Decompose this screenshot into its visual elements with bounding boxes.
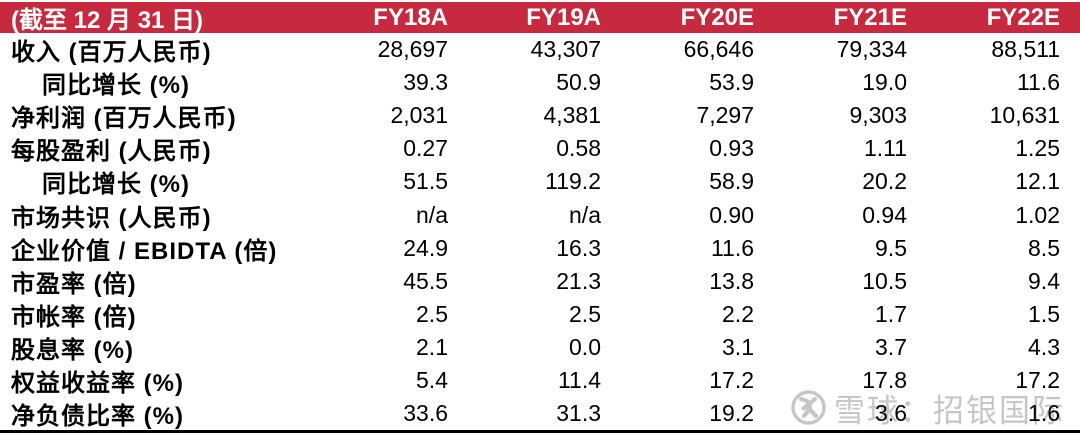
- cell-value: 1.25: [1015, 135, 1060, 162]
- cell-value: 9,303: [849, 102, 907, 129]
- cell-value: 9.4: [1028, 267, 1060, 294]
- cell-value: 1.5: [1028, 300, 1060, 327]
- table-row-roe: 权益收益率 (%) 5.4 11.4 17.2 17.8 17.2: [0, 364, 1080, 397]
- cell-value: 2.1: [416, 333, 448, 360]
- cell-value: 88,511: [991, 36, 1060, 63]
- table-row-pb: 市帐率 (倍) 2.5 2.5 2.2 1.7 1.5: [0, 298, 1080, 331]
- column-header-fy21e: FY21E: [833, 3, 907, 31]
- cell-value: 58.9: [709, 168, 754, 195]
- table-row-revenue-yoy: 同比增长 (%) 39.3 50.9 53.9 19.0 11.6: [0, 66, 1080, 99]
- cell-value: 21.3: [556, 267, 601, 294]
- row-label: 市场共识 (人民币): [11, 204, 212, 232]
- row-label: 市帐率 (倍): [11, 303, 137, 331]
- cell-value: 16.3: [556, 234, 601, 261]
- cell-value: 9.5: [875, 234, 907, 261]
- cell-value: 31.3: [556, 400, 601, 427]
- table-row-eps: 每股盈利 (人民币) 0.27 0.58 0.93 1.11 1.25: [0, 132, 1080, 165]
- cell-value: 1.11: [863, 135, 907, 162]
- row-label: 同比增长 (%): [42, 72, 190, 100]
- cell-value: 39.3: [403, 69, 448, 96]
- cell-value: 3.6: [875, 400, 907, 427]
- cell-value: 4.3: [1028, 333, 1060, 360]
- cell-value: 119.2: [545, 168, 601, 195]
- row-label: 净负债比率 (%): [11, 403, 184, 431]
- table-row-revenue: 收入 (百万人民币) 28,697 43,307 66,646 79,334 8…: [0, 33, 1080, 66]
- cell-value: 20.2: [862, 168, 907, 195]
- cell-value: 11.4: [557, 366, 601, 393]
- table-row-ev-ebitda: 企业价值 / EBIDTA (倍) 24.9 16.3 11.6 9.5 8.5: [0, 232, 1080, 265]
- column-header-fy18a: FY18A: [373, 3, 448, 31]
- cell-value: 24.9: [403, 234, 448, 261]
- cell-value: 13.8: [709, 267, 754, 294]
- table-bottom-border: [0, 430, 1080, 433]
- cell-value: 1.7: [875, 300, 907, 327]
- cell-value: 12.1: [1015, 168, 1060, 195]
- cell-value: 4,381: [543, 102, 601, 129]
- cell-value: 0.94: [862, 201, 907, 228]
- cell-value: 45.5: [403, 267, 448, 294]
- cell-value: 19.0: [862, 69, 907, 96]
- cell-value: 17.2: [1015, 366, 1060, 393]
- cell-value: 7,297: [696, 102, 754, 129]
- cell-value: 53.9: [709, 69, 754, 96]
- cell-value: 51.5: [403, 168, 448, 195]
- column-header-fy22e: FY22E: [986, 3, 1060, 31]
- cell-value: 0.93: [709, 135, 754, 162]
- table-row-net-gearing: 净负债比率 (%) 33.6 31.3 19.2 3.6 1.6: [0, 397, 1080, 430]
- cell-value: 1.02: [1015, 201, 1060, 228]
- cell-value: 10,631: [989, 102, 1060, 129]
- cell-value: n/a: [416, 201, 448, 228]
- cell-value: 0.90: [709, 201, 754, 228]
- cell-value: 19.2: [709, 400, 754, 427]
- row-label: 市盈率 (倍): [11, 270, 137, 298]
- cell-value: 3.1: [722, 333, 754, 360]
- cell-value: 11.6: [1016, 69, 1060, 96]
- cell-value: 79,334: [836, 36, 907, 63]
- row-label: 每股盈利 (人民币): [11, 138, 212, 166]
- column-header-fy19a: FY19A: [526, 3, 601, 31]
- table-header-label: (截至 12 月 31 日): [11, 7, 204, 34]
- table-row-eps-yoy: 同比增长 (%) 51.5 119.2 58.9 20.2 12.1: [0, 165, 1080, 198]
- row-label: 企业价值 / EBIDTA (倍): [11, 237, 278, 265]
- row-label: 股息率 (%): [11, 336, 134, 364]
- cell-value: 17.8: [862, 366, 907, 393]
- cell-value: 1.6: [1028, 400, 1060, 427]
- row-label: 收入 (百万人民币): [11, 39, 212, 67]
- cell-value: 0.58: [556, 135, 601, 162]
- cell-value: 17.2: [709, 366, 754, 393]
- cell-value: 0.0: [569, 333, 601, 360]
- cell-value: 2,031: [390, 102, 448, 129]
- cell-value: 8.5: [1028, 234, 1060, 261]
- cell-value: 33.6: [403, 400, 448, 427]
- column-header-fy20e: FY20E: [680, 3, 754, 31]
- row-label: 净利润 (百万人民币): [11, 105, 237, 133]
- row-label: 同比增长 (%): [42, 171, 190, 199]
- table-row-dividend-yield: 股息率 (%) 2.1 0.0 3.1 3.7 4.3: [0, 331, 1080, 364]
- cell-value: 43,307: [530, 36, 601, 63]
- cell-value: 2.5: [569, 300, 601, 327]
- table-row-net-profit: 净利润 (百万人民币) 2,031 4,381 7,297 9,303 10,6…: [0, 99, 1080, 132]
- cell-value: 11.6: [710, 234, 754, 261]
- cell-value: 28,697: [377, 36, 448, 63]
- cell-value: 2.5: [416, 300, 448, 327]
- cell-value: 50.9: [556, 69, 601, 96]
- cell-value: 10.5: [862, 267, 907, 294]
- table-row-pe: 市盈率 (倍) 45.5 21.3 13.8 10.5 9.4: [0, 265, 1080, 298]
- table-header-row: (截至 12 月 31 日) FY18A FY19A FY20E FY21E F…: [0, 2, 1080, 34]
- cell-value: 0.27: [403, 135, 448, 162]
- cell-value: 66,646: [683, 36, 754, 63]
- cell-value: 2.2: [722, 300, 754, 327]
- table-row-consensus: 市场共识 (人民币) n/a n/a 0.90 0.94 1.02: [0, 198, 1080, 232]
- row-label: 权益收益率 (%): [11, 369, 184, 397]
- cell-value: n/a: [569, 201, 601, 228]
- cell-value: 3.7: [875, 333, 907, 360]
- cell-value: 5.4: [416, 366, 448, 393]
